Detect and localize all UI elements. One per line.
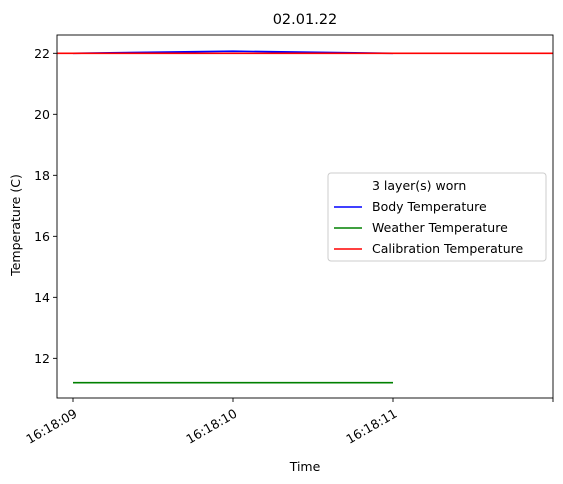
legend-label: Weather Temperature: [372, 220, 508, 235]
x-tick-label: 16:18:10: [183, 406, 239, 447]
y-tick-label: 22: [34, 46, 50, 61]
y-axis-label: Temperature (C): [8, 174, 23, 277]
x-tick-label: 16:18:09: [23, 406, 79, 447]
legend-title: 3 layer(s) worn: [372, 178, 466, 193]
legend: 3 layer(s) worn Body Temperature Weather T…: [327, 172, 547, 262]
legend-label: Calibration Temperature: [372, 241, 523, 256]
series-group: [57, 50, 553, 384]
chart-title: 02.01.22: [273, 12, 338, 28]
y-tick-label: 20: [34, 107, 50, 122]
y-tick-label: 14: [34, 290, 50, 305]
y-tick-label: 16: [34, 229, 50, 244]
y-tick-label: 12: [34, 351, 50, 366]
x-axis-label: Time: [289, 459, 321, 474]
legend-label: Body Temperature: [372, 199, 487, 214]
y-tick-label: 18: [34, 168, 50, 183]
x-tick-label: 16:18:11: [343, 406, 399, 447]
axes-frame: [56, 34, 554, 399]
legend-box: [327, 172, 547, 262]
